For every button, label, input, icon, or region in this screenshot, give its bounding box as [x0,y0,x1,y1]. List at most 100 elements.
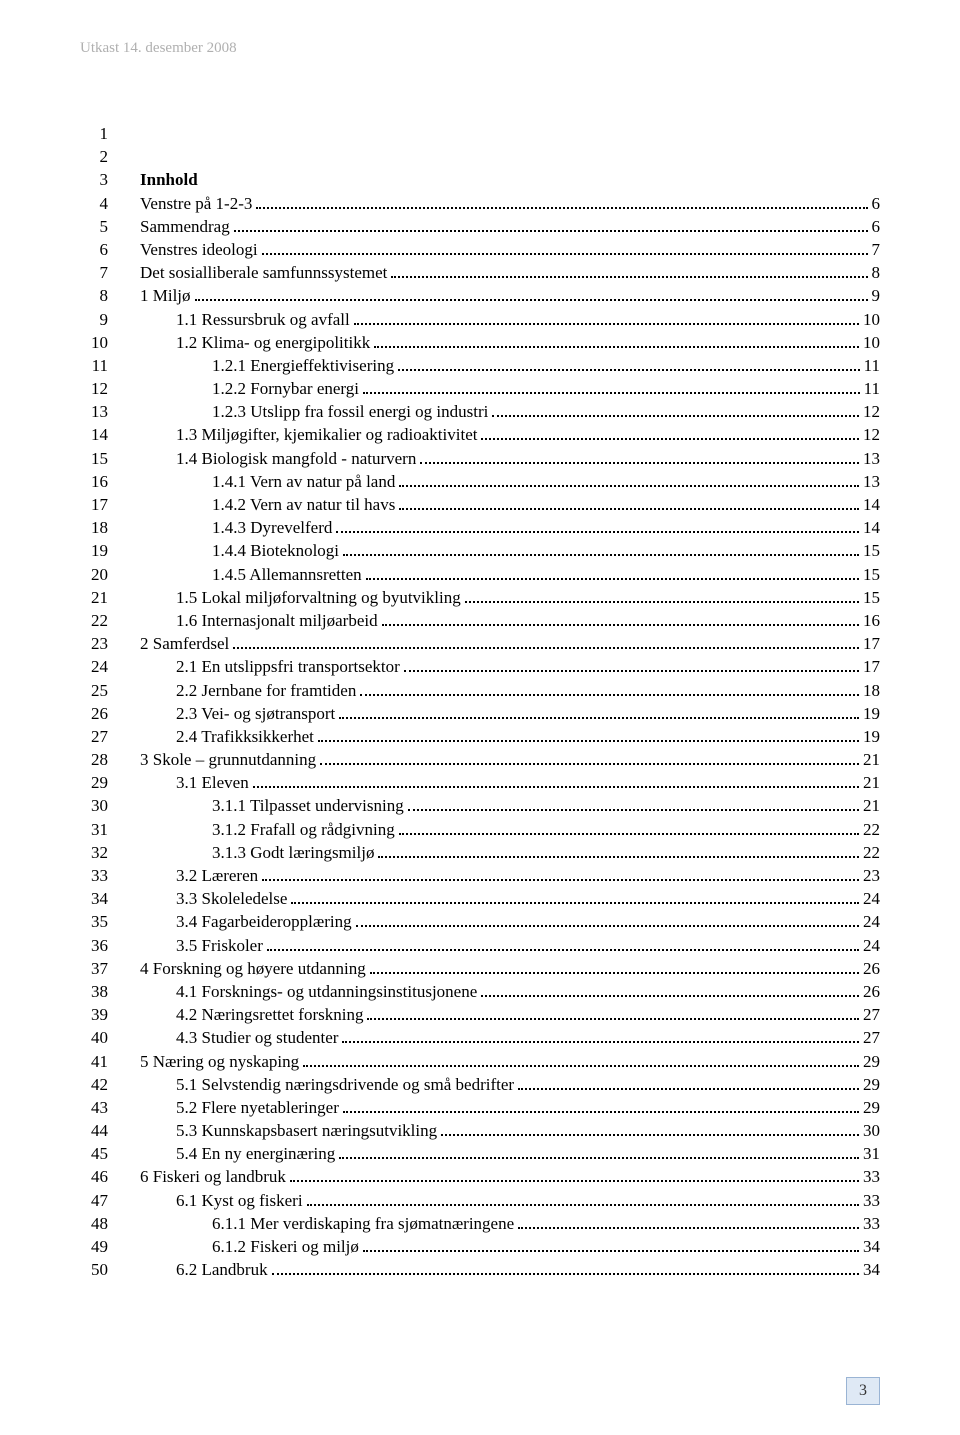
line-number: 28 [80,748,108,771]
line-number: 39 [80,1003,108,1026]
toc-entry-label: 3 Skole – grunnutdanning [140,748,316,771]
toc-leader-dots [404,670,859,672]
toc-leader-dots [481,995,859,997]
toc-entry: 1.2.2 Fornybar energi11 [140,377,880,400]
toc-entry-page: 12 [863,400,880,423]
line-number: 46 [80,1165,108,1188]
toc-entry-page: 10 [863,331,880,354]
toc-leader-dots [262,253,868,255]
toc-leader-dots [267,949,859,951]
line-number: 23 [80,632,108,655]
line-number: 26 [80,702,108,725]
toc-entry: Sammendrag 6 [140,215,880,238]
toc-entry-label: 3.1.3 Godt læringsmiljø [212,841,374,864]
toc-entry-page: 27 [863,1026,880,1049]
line-number: 2 [80,145,108,168]
line-number: 20 [80,563,108,586]
toc-entry: 1.4.2 Vern av natur til havs 14 [140,493,880,516]
toc-entry: 2.4 Trafikksikkerhet19 [140,725,880,748]
toc-entry: 4.1 Forsknings- og utdanningsinstitusjon… [140,980,880,1003]
toc-entry-label: 6.2 Landbruk [176,1258,268,1281]
toc-leader-dots [339,717,859,719]
toc-leader-dots [307,1204,859,1206]
toc-entry: Venstre på 1-2-36 [140,192,880,215]
toc-entry-label: 1.4.2 Vern av natur til havs [212,493,395,516]
toc-entry-label: 3.1 Eleven [176,771,249,794]
toc-entry-page: 15 [863,586,880,609]
toc-entry-page: 22 [863,818,880,841]
toc-entry: 4.3 Studier og studenter27 [140,1026,880,1049]
line-number: 21 [80,586,108,609]
toc-entry: 6.1 Kyst og fiskeri33 [140,1189,880,1212]
line-number: 42 [80,1073,108,1096]
toc-leader-dots [262,879,859,881]
toc-entry-label: 1.4 Biologisk mangfold - naturvern [176,447,416,470]
toc-entry: 3.2 Læreren23 [140,864,880,887]
toc-leader-dots [318,740,859,742]
toc-entry: 2.2 Jernbane for framtiden18 [140,679,880,702]
toc-entry-page: 11 [864,377,880,400]
line-number: 45 [80,1142,108,1165]
toc-entry: 5.3 Kunnskapsbasert næringsutvikling30 [140,1119,880,1142]
toc-entry-label: Venstres ideologi [140,238,258,261]
toc-entry-label: 2.1 En utslippsfri transportsektor [176,655,400,678]
line-number: 18 [80,516,108,539]
blank-line [140,122,880,145]
toc-entry-label: 2.4 Trafikksikkerhet [176,725,314,748]
toc-entry-label: 2.2 Jernbane for framtiden [176,679,356,702]
toc-entry-page: 33 [863,1165,880,1188]
toc-entry: 3.1 Eleven21 [140,771,880,794]
line-number: 3 [80,168,108,191]
toc-entry-label: Sammendrag [140,215,230,238]
toc-entry-label: 1.4.5 Allemannsretten [212,563,362,586]
toc-entry-label: 1.6 Internasjonalt miljøarbeid [176,609,378,632]
toc-leader-dots [518,1227,859,1229]
toc-entry: 1.4.4 Bioteknologi15 [140,539,880,562]
toc-entry: 5.4 En ny energinæring31 [140,1142,880,1165]
toc-entry: 5 Næring og nyskaping29 [140,1050,880,1073]
toc-entry-label: 4.2 Næringsrettet forskning [176,1003,363,1026]
toc-entry: 5.2 Flere nyetableringer29 [140,1096,880,1119]
toc-entry-page: 34 [863,1235,880,1258]
toc-entry: 2.3 Vei- og sjøtransport19 [140,702,880,725]
toc-leader-dots [441,1134,859,1136]
toc-entry-page: 14 [863,493,880,516]
toc-entry-page: 6 [872,192,881,215]
toc-entry-label: 2 Samferdsel [140,632,229,655]
line-number: 33 [80,864,108,887]
line-number: 1 [80,122,108,145]
toc-entry: 1.6 Internasjonalt miljøarbeid16 [140,609,880,632]
toc-entry-page: 6 [872,215,881,238]
toc-leader-dots [233,647,859,649]
line-number: 16 [80,470,108,493]
toc-entry-page: 21 [863,794,880,817]
toc-entry: 3.4 Fagarbeideropplæring 24 [140,910,880,933]
line-number: 32 [80,841,108,864]
toc-entry-label: Det sosialliberale samfunnssystemet [140,261,387,284]
toc-content: Innhold Venstre på 1-2-36Sammendrag6Vens… [140,122,880,1281]
toc-entry-label: 1.3 Miljøgifter, kjemikalier og radioakt… [176,423,477,446]
toc-entry-page: 24 [863,910,880,933]
toc-entry-label: 5.4 En ny energinæring [176,1142,335,1165]
toc-entry-label: 3.5 Friskoler [176,934,263,957]
toc-entry: 1.4 Biologisk mangfold - naturvern13 [140,447,880,470]
toc-entry-label: 3.2 Læreren [176,864,258,887]
toc-entry-page: 26 [863,957,880,980]
toc-leader-dots [465,601,859,603]
toc-entry-page: 29 [863,1096,880,1119]
toc-entry-page: 14 [863,516,880,539]
toc-entry-page: 29 [863,1050,880,1073]
toc-entry: 4.2 Næringsrettet forskning27 [140,1003,880,1026]
toc-entry-page: 21 [863,748,880,771]
line-number: 11 [80,354,108,377]
toc-entry-label: 3.4 Fagarbeideropplæring [176,910,352,933]
toc-entry-label: 1.4.4 Bioteknologi [212,539,339,562]
toc-entry: 3.3 Skoleledelse24 [140,887,880,910]
line-number: 25 [80,679,108,702]
toc-leader-dots [420,462,859,464]
toc-leader-dots [366,578,859,580]
toc-leader-dots [320,763,859,765]
line-number: 38 [80,980,108,1003]
toc-entry: 1.4.1 Vern av natur på land13 [140,470,880,493]
toc-entry: 3.1.2 Frafall og rådgivning22 [140,818,880,841]
